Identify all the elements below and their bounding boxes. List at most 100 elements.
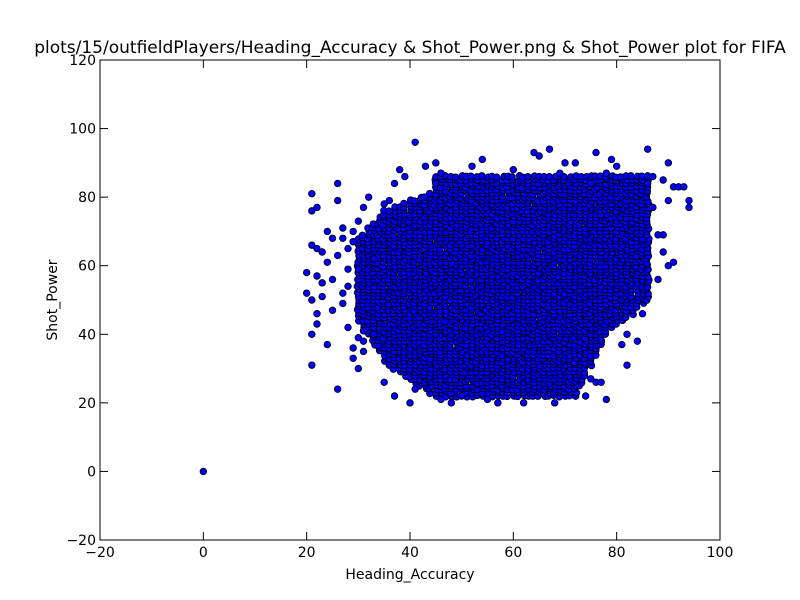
data-point <box>400 199 408 208</box>
data-point <box>664 196 673 205</box>
data-point <box>344 265 352 273</box>
data-point <box>313 320 321 328</box>
data-point <box>685 203 693 212</box>
data-point <box>457 392 466 400</box>
data-point <box>333 179 342 188</box>
data-point <box>199 467 208 476</box>
data-point <box>323 258 332 266</box>
data-point <box>401 172 409 181</box>
data-point <box>592 148 600 157</box>
y-tick-label: −20 <box>66 533 96 549</box>
data-point <box>308 296 316 304</box>
data-point <box>318 248 326 256</box>
data-point <box>432 159 440 167</box>
data-point <box>308 330 316 338</box>
x-tick-label: 40 <box>401 545 419 561</box>
data-point <box>359 347 368 356</box>
data-point <box>519 399 528 407</box>
data-point <box>535 152 543 160</box>
data-point <box>633 337 642 345</box>
data-point <box>344 323 352 332</box>
data-point <box>308 190 316 198</box>
data-point <box>406 399 414 407</box>
data-point <box>354 217 363 225</box>
data-point <box>313 310 321 318</box>
data-point <box>468 162 476 170</box>
points-layer <box>199 138 693 476</box>
data-point <box>483 395 492 404</box>
data-point <box>390 392 399 400</box>
data-point <box>410 197 419 205</box>
data-point <box>349 354 357 362</box>
data-point <box>411 385 419 393</box>
data-point <box>308 361 316 369</box>
data-point <box>385 207 393 215</box>
data-point <box>654 231 662 239</box>
x-tick-label: 0 <box>199 545 208 561</box>
data-point <box>623 330 631 338</box>
data-point <box>524 173 532 181</box>
data-point <box>354 265 363 273</box>
data-point <box>411 138 419 146</box>
data-point <box>302 268 311 277</box>
data-point <box>370 255 378 263</box>
data-point <box>339 224 347 232</box>
data-point <box>333 196 342 205</box>
data-point <box>508 173 516 181</box>
data-point <box>649 172 657 181</box>
data-point <box>318 292 326 301</box>
data-point <box>380 378 388 386</box>
data-point <box>638 310 647 318</box>
data-point <box>602 169 611 177</box>
y-tick-label: 80 <box>78 190 96 206</box>
data-point <box>669 258 678 266</box>
y-tick-label: 0 <box>87 464 96 480</box>
data-point <box>437 169 445 177</box>
data-point <box>467 172 475 180</box>
data-point <box>680 183 688 191</box>
data-point <box>550 399 559 407</box>
data-point <box>478 155 487 164</box>
data-point <box>659 176 667 184</box>
data-point <box>333 385 342 393</box>
data-point <box>649 203 657 212</box>
data-point <box>354 334 363 342</box>
data-point <box>581 392 590 400</box>
data-point <box>492 173 501 181</box>
data-point <box>323 340 332 349</box>
data-point <box>349 344 357 352</box>
data-point <box>339 289 347 297</box>
data-point <box>328 234 337 242</box>
x-tick-label: 60 <box>504 545 522 561</box>
data-point <box>313 272 321 280</box>
data-point <box>358 231 367 239</box>
data-point <box>654 275 662 284</box>
data-point <box>395 166 404 174</box>
data-point <box>685 196 693 205</box>
data-point <box>618 340 626 349</box>
data-point <box>571 159 580 167</box>
data-point <box>587 375 595 383</box>
data-point <box>664 159 673 167</box>
chart-title: plots/15/outfieldPlayers/Heading_Accurac… <box>34 38 786 58</box>
data-point <box>313 203 321 212</box>
x-axis-label: Heading_Accuracy <box>345 567 474 583</box>
data-point <box>318 279 326 287</box>
data-point <box>432 179 440 188</box>
data-point <box>370 330 378 338</box>
data-point <box>344 282 352 290</box>
data-point <box>385 196 394 205</box>
data-point <box>359 327 368 335</box>
data-point <box>437 395 445 404</box>
data-point <box>421 162 430 170</box>
data-point <box>354 364 363 373</box>
y-tick-label: 60 <box>78 259 96 275</box>
data-point <box>623 361 631 369</box>
y-tick-label: 120 <box>69 53 96 69</box>
data-point <box>478 172 486 180</box>
data-point <box>333 251 342 260</box>
data-point <box>390 179 399 188</box>
data-point <box>302 289 311 297</box>
data-point <box>339 299 347 308</box>
data-point <box>607 155 616 164</box>
